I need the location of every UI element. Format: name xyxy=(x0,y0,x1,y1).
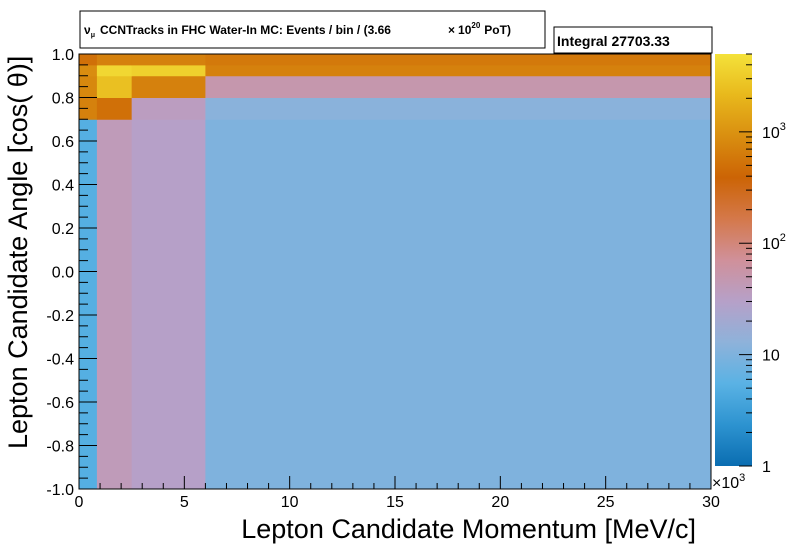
x-tick-label: 15 xyxy=(386,494,404,511)
x-axis-multiplier: ×103 xyxy=(712,472,745,492)
x-tick-label: 20 xyxy=(491,494,509,511)
heatmap-cell xyxy=(79,119,98,490)
heatmap-cells xyxy=(79,54,712,490)
title-suffix: PoT) xyxy=(484,23,511,37)
y-tick-label: -0.2 xyxy=(46,308,74,325)
heatmap-cell xyxy=(96,119,133,490)
colorbar xyxy=(715,54,752,466)
heatmap-cell xyxy=(79,54,98,66)
title-box: νμ CCNTracks in FHC Water-In MC: Events /… xyxy=(79,10,546,49)
x-tick-label: 30 xyxy=(702,494,720,511)
heatmap-cell xyxy=(96,54,133,66)
x-multiplier-base: ×10 xyxy=(712,475,739,492)
y-axis: -1.0 -0.8 -0.6 -0.4 -0.2 0.0 0.2 0.4 0.6 0.8 1.0 xyxy=(46,47,97,499)
y-tick-label: 0.4 xyxy=(52,178,74,195)
heatmap-cell xyxy=(205,97,712,120)
y-tick-label: 0.0 xyxy=(52,265,74,282)
title-times: × xyxy=(448,23,455,37)
stats-integral: Integral 27703.33 xyxy=(557,33,670,49)
chart-title: νμ CCNTracks in FHC Water-In MC: Events /… xyxy=(84,23,391,39)
heatmap-cell xyxy=(205,75,712,98)
y-tick-label: 0.8 xyxy=(52,91,74,108)
x-axis: 0 5 10 15 20 25 30 xyxy=(75,476,720,511)
heatmap-cell xyxy=(96,64,133,77)
title-power-exp: 20 xyxy=(471,21,480,30)
y-tick-label: 0.2 xyxy=(52,221,74,238)
x-axis-title: Lepton Candidate Momentum [MeV/c] xyxy=(241,514,696,544)
y-tick-label: -0.6 xyxy=(46,395,74,412)
y-tick-label: 0.6 xyxy=(52,134,74,151)
y-tick-label: -1.0 xyxy=(46,482,74,499)
heatmap-cell xyxy=(131,64,206,77)
heatmap-cell xyxy=(96,75,133,98)
heatmap-cell xyxy=(205,119,712,490)
colorbar-tick-label: 102 xyxy=(762,232,786,253)
heatmap-cell xyxy=(131,119,206,490)
title-nu-symbol: ν xyxy=(84,23,91,37)
heatmap-cell xyxy=(79,97,98,120)
x-tick-label: 25 xyxy=(597,494,615,511)
colorbar-tick-label: 1 xyxy=(762,459,771,476)
x-tick-label: 10 xyxy=(281,494,299,511)
colorbar-axis: 1 10 102 103 xyxy=(739,53,786,476)
heatmap-cell xyxy=(131,75,206,98)
colorbar-tick-label: 103 xyxy=(762,121,786,142)
stats-frame xyxy=(553,26,713,54)
x-tick-label: 0 xyxy=(75,494,84,511)
heatmap-cell xyxy=(79,64,98,77)
colorbar-tick-label: 10 xyxy=(762,348,780,365)
y-tick-label: 1.0 xyxy=(52,47,74,64)
title-mu-subscript: μ xyxy=(91,32,95,39)
stats-box: Integral 27703.33 xyxy=(553,26,713,54)
heatmap-cell xyxy=(96,97,133,120)
heatmap-cell xyxy=(79,75,98,98)
heatmap-cell xyxy=(131,97,206,120)
y-axis-title: Lepton Candidate Angle [cos( θ)] xyxy=(3,56,33,449)
y-tick-label: -0.4 xyxy=(46,352,74,369)
heatmap-cell xyxy=(205,54,712,66)
title-main-text: CCNTracks in FHC Water-In MC: Events / b… xyxy=(100,23,391,37)
heatmap-cell xyxy=(131,54,206,66)
x-tick-label: 5 xyxy=(180,494,189,511)
y-tick-label: -0.8 xyxy=(46,439,74,456)
title-frame xyxy=(79,10,546,49)
title-pot-exponent: × 1020 PoT) xyxy=(448,21,511,37)
heatmap-cell xyxy=(205,64,712,77)
x-multiplier-exp: 3 xyxy=(739,472,745,484)
title-power-base: 10 xyxy=(458,23,472,37)
